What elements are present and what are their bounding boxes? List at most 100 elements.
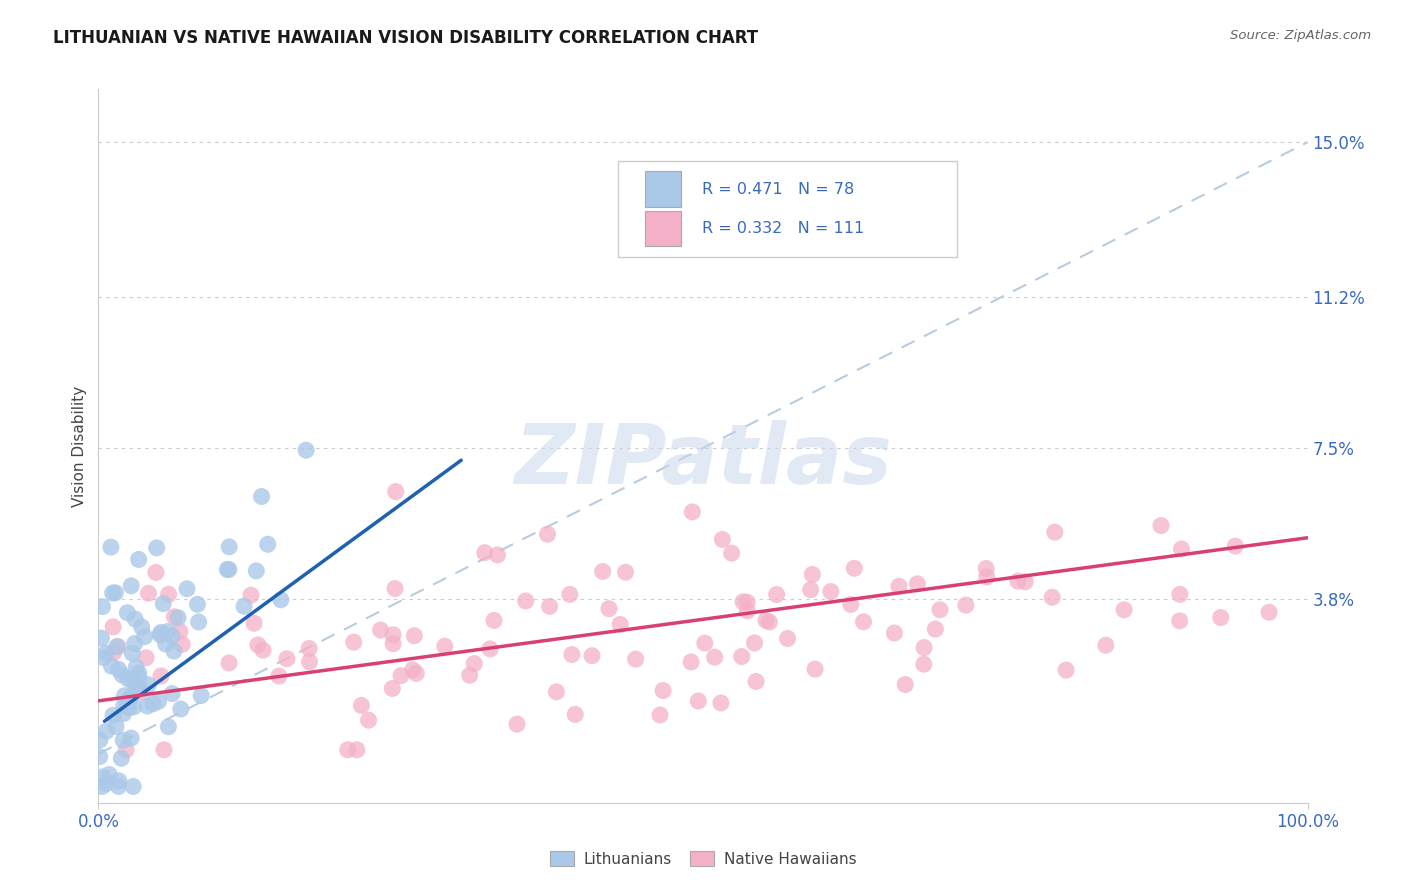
- Point: [270, 592, 292, 607]
- Point: [122, 699, 145, 714]
- Point: [150, 669, 173, 683]
- Point: [536, 527, 558, 541]
- Point: [117, 606, 139, 620]
- Point: [402, 663, 425, 677]
- Point: [121, 673, 143, 688]
- FancyBboxPatch shape: [645, 211, 682, 246]
- Point: [107, 640, 129, 654]
- Point: [112, 706, 135, 721]
- Point: [245, 564, 267, 578]
- Point: [693, 636, 716, 650]
- Point: [111, 668, 134, 682]
- Point: [820, 584, 842, 599]
- Point: [250, 490, 273, 504]
- Point: [89, 749, 111, 764]
- Point: [118, 701, 141, 715]
- Point: [765, 587, 787, 601]
- Point: [120, 731, 142, 745]
- Point: [912, 657, 935, 672]
- Point: [160, 687, 183, 701]
- Point: [652, 683, 675, 698]
- Point: [157, 720, 180, 734]
- Point: [1225, 539, 1247, 553]
- Y-axis label: Vision Disability: Vision Disability: [72, 385, 87, 507]
- Point: [190, 689, 212, 703]
- Point: [121, 690, 143, 704]
- Point: [800, 582, 823, 597]
- Point: [370, 623, 392, 637]
- Point: [883, 626, 905, 640]
- Point: [1170, 541, 1192, 556]
- Point: [1258, 605, 1281, 619]
- Point: [776, 632, 799, 646]
- Point: [433, 639, 456, 653]
- Point: [256, 537, 278, 551]
- Point: [538, 599, 561, 614]
- Point: [463, 657, 485, 671]
- Point: [131, 685, 153, 699]
- Text: R = 0.471   N = 78: R = 0.471 N = 78: [702, 182, 853, 196]
- Point: [546, 685, 568, 699]
- Point: [681, 505, 703, 519]
- Point: [1040, 591, 1063, 605]
- Point: [350, 698, 373, 713]
- Point: [134, 630, 156, 644]
- Point: [115, 743, 138, 757]
- Point: [924, 622, 946, 636]
- Point: [624, 652, 647, 666]
- Point: [298, 641, 321, 656]
- Point: [170, 702, 193, 716]
- Point: [101, 620, 124, 634]
- Point: [1054, 663, 1077, 677]
- Point: [138, 586, 160, 600]
- Point: [160, 629, 183, 643]
- Point: [648, 708, 671, 723]
- Point: [887, 579, 910, 593]
- Point: [167, 611, 190, 625]
- Point: [1043, 525, 1066, 540]
- Point: [609, 617, 631, 632]
- Point: [112, 733, 135, 747]
- Point: [125, 681, 148, 696]
- Point: [336, 743, 359, 757]
- Point: [389, 668, 412, 682]
- Point: [357, 713, 380, 727]
- Point: [852, 615, 875, 629]
- Point: [117, 699, 139, 714]
- Point: [91, 780, 114, 794]
- Point: [381, 681, 404, 696]
- Point: [239, 588, 262, 602]
- Point: [243, 616, 266, 631]
- Point: [515, 594, 537, 608]
- Point: [163, 644, 186, 658]
- Point: [136, 699, 159, 714]
- Point: [506, 717, 529, 731]
- Point: [1014, 574, 1036, 589]
- Point: [100, 659, 122, 673]
- Point: [89, 733, 111, 747]
- Point: [110, 751, 132, 765]
- Point: [343, 635, 366, 649]
- Text: Source: ZipAtlas.com: Source: ZipAtlas.com: [1230, 29, 1371, 42]
- Point: [745, 674, 768, 689]
- Point: [929, 603, 952, 617]
- Point: [564, 707, 586, 722]
- Point: [156, 624, 179, 639]
- Point: [976, 570, 998, 584]
- Point: [1150, 518, 1173, 533]
- Point: [138, 678, 160, 692]
- Point: [598, 601, 620, 615]
- Point: [801, 567, 824, 582]
- Point: [246, 638, 269, 652]
- Point: [142, 697, 165, 711]
- Point: [172, 637, 194, 651]
- Point: [558, 587, 581, 601]
- Point: [218, 562, 240, 576]
- Point: [581, 648, 603, 663]
- Point: [96, 724, 118, 739]
- Point: [169, 624, 191, 639]
- Point: [804, 662, 827, 676]
- Point: [1095, 638, 1118, 652]
- Point: [955, 598, 977, 612]
- Point: [720, 546, 742, 560]
